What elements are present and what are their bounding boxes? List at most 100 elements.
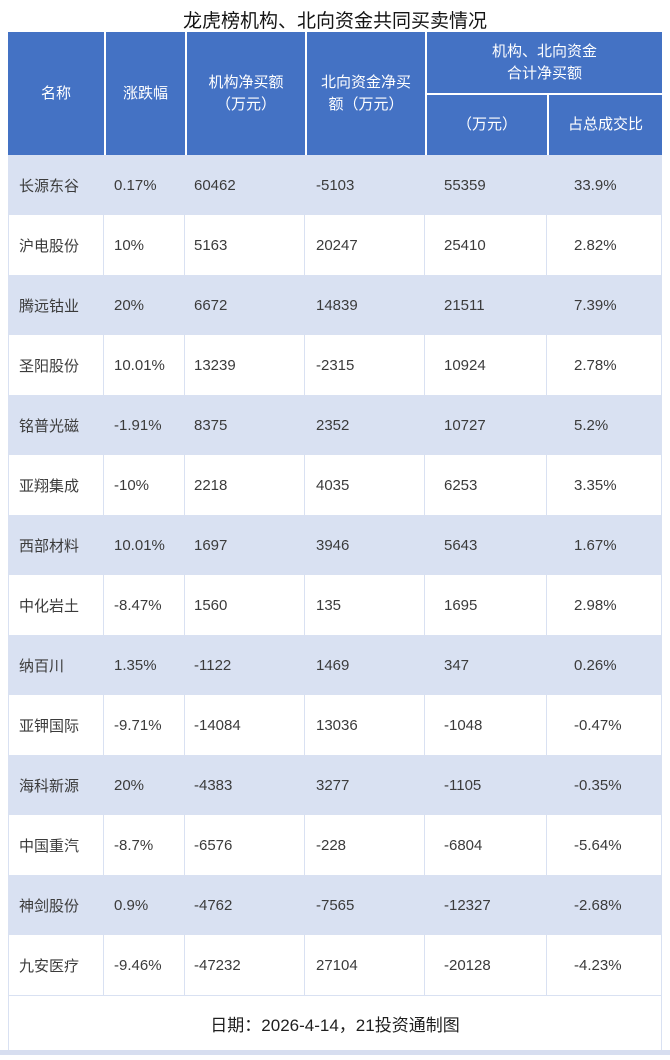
cell-combined-net: -6804	[425, 815, 547, 875]
table-row: 亚翔集成 -10% 2218 4035 6253 3.35%	[8, 455, 662, 515]
table-footer: 日期：2026-4-14，21投资通制图	[8, 995, 662, 1050]
cell-turnover-pct: 1.67%	[547, 515, 662, 575]
table-header: 名称 涨跌幅 机构净买额 （万元） 北向资金净买 额（万元） 机构、北向资金 合…	[8, 32, 662, 155]
cell-stock-name: 亚翔集成	[8, 455, 104, 515]
cell-change-pct: -8.7%	[104, 815, 185, 875]
cell-change-pct: -8.47%	[104, 575, 185, 635]
cell-inst-net: 8375	[185, 395, 305, 455]
cell-north-net: 2352	[305, 395, 425, 455]
cell-turnover-pct: -0.35%	[547, 755, 662, 815]
col-header-name: 名称	[8, 32, 104, 155]
cell-combined-net: 25410	[425, 215, 547, 275]
table-row: 西部材料 10.01% 1697 3946 5643 1.67%	[8, 515, 662, 575]
table-row: 亚钾国际 -9.71% -14084 13036 -1048 -0.47%	[8, 695, 662, 755]
cell-stock-name: 九安医疗	[8, 935, 104, 995]
cell-north-net: -5103	[305, 155, 425, 215]
cell-stock-name: 海科新源	[8, 755, 104, 815]
cell-turnover-pct: 0.26%	[547, 635, 662, 695]
cell-combined-net: 55359	[425, 155, 547, 215]
cell-turnover-pct: -4.23%	[547, 935, 662, 995]
bottom-border	[0, 1050, 670, 1055]
cell-stock-name: 西部材料	[8, 515, 104, 575]
cell-inst-net: -1122	[185, 635, 305, 695]
col-header-combined-pct: 占总成交比	[547, 93, 662, 155]
cell-inst-net: 1560	[185, 575, 305, 635]
cell-inst-net: 2218	[185, 455, 305, 515]
cell-combined-net: -1105	[425, 755, 547, 815]
cell-inst-net: -6576	[185, 815, 305, 875]
table-row: 长源东谷 0.17% 60462 -5103 55359 33.9%	[8, 155, 662, 215]
cell-combined-net: 1695	[425, 575, 547, 635]
cell-inst-net: -47232	[185, 935, 305, 995]
col-header-combined-group: 机构、北向资金 合计净买额	[425, 32, 662, 93]
cell-inst-net: 60462	[185, 155, 305, 215]
cell-north-net: 20247	[305, 215, 425, 275]
cell-combined-net: -20128	[425, 935, 547, 995]
cell-north-net: 135	[305, 575, 425, 635]
cell-combined-net: -1048	[425, 695, 547, 755]
table-body: 长源东谷 0.17% 60462 -5103 55359 33.9% 沪电股份 …	[8, 155, 662, 995]
cell-stock-name: 圣阳股份	[8, 335, 104, 395]
cell-change-pct: -9.46%	[104, 935, 185, 995]
cell-turnover-pct: 5.2%	[547, 395, 662, 455]
table-row: 中国重汽 -8.7% -6576 -228 -6804 -5.64%	[8, 815, 662, 875]
cell-inst-net: 13239	[185, 335, 305, 395]
cell-combined-net: 10727	[425, 395, 547, 455]
cell-combined-net: 347	[425, 635, 547, 695]
cell-inst-net: -4383	[185, 755, 305, 815]
table-row: 腾远钴业 20% 6672 14839 21511 7.39%	[8, 275, 662, 335]
cell-change-pct: -1.91%	[104, 395, 185, 455]
cell-north-net: 13036	[305, 695, 425, 755]
cell-change-pct: 20%	[104, 755, 185, 815]
cell-north-net: 4035	[305, 455, 425, 515]
page-title: 龙虎榜机构、北向资金共同买卖情况	[182, 11, 487, 32]
cell-north-net: 27104	[305, 935, 425, 995]
cell-turnover-pct: -0.47%	[547, 695, 662, 755]
cell-change-pct: 10.01%	[104, 335, 185, 395]
cell-combined-net: 6253	[425, 455, 547, 515]
cell-turnover-pct: 2.82%	[547, 215, 662, 275]
cell-change-pct: -10%	[104, 455, 185, 515]
table-row: 神剑股份 0.9% -4762 -7565 -12327 -2.68%	[8, 875, 662, 935]
cell-turnover-pct: 2.78%	[547, 335, 662, 395]
cell-stock-name: 中化岩土	[8, 575, 104, 635]
cell-turnover-pct: -5.64%	[547, 815, 662, 875]
cell-change-pct: -9.71%	[104, 695, 185, 755]
data-table: 名称 涨跌幅 机构净买额 （万元） 北向资金净买 额（万元） 机构、北向资金 合…	[8, 32, 662, 1050]
cell-combined-net: 5643	[425, 515, 547, 575]
table-row: 沪电股份 10% 5163 20247 25410 2.82%	[8, 215, 662, 275]
cell-stock-name: 长源东谷	[8, 155, 104, 215]
cell-north-net: -7565	[305, 875, 425, 935]
cell-change-pct: 10%	[104, 215, 185, 275]
cell-inst-net: 6672	[185, 275, 305, 335]
cell-inst-net: -4762	[185, 875, 305, 935]
cell-turnover-pct: -2.68%	[547, 875, 662, 935]
cell-turnover-pct: 3.35%	[547, 455, 662, 515]
col-header-combined-wan: （万元）	[425, 93, 547, 155]
cell-change-pct: 20%	[104, 275, 185, 335]
cell-north-net: 1469	[305, 635, 425, 695]
table-row: 九安医疗 -9.46% -47232 27104 -20128 -4.23%	[8, 935, 662, 995]
cell-combined-net: 21511	[425, 275, 547, 335]
cell-north-net: 3277	[305, 755, 425, 815]
cell-north-net: 14839	[305, 275, 425, 335]
col-header-change: 涨跌幅	[104, 32, 185, 155]
cell-north-net: -2315	[305, 335, 425, 395]
col-header-north-net: 北向资金净买 额（万元）	[305, 32, 425, 155]
col-header-inst-net: 机构净买额 （万元）	[185, 32, 305, 155]
cell-combined-net: -12327	[425, 875, 547, 935]
cell-inst-net: -14084	[185, 695, 305, 755]
table-row: 铭普光磁 -1.91% 8375 2352 10727 5.2%	[8, 395, 662, 455]
cell-inst-net: 1697	[185, 515, 305, 575]
table-row: 海科新源 20% -4383 3277 -1105 -0.35%	[8, 755, 662, 815]
cell-turnover-pct: 33.9%	[547, 155, 662, 215]
cell-change-pct: 1.35%	[104, 635, 185, 695]
cell-stock-name: 中国重汽	[8, 815, 104, 875]
cell-north-net: -228	[305, 815, 425, 875]
table-row: 纳百川 1.35% -1122 1469 347 0.26%	[8, 635, 662, 695]
cell-stock-name: 腾远钴业	[8, 275, 104, 335]
cell-change-pct: 10.01%	[104, 515, 185, 575]
cell-stock-name: 神剑股份	[8, 875, 104, 935]
cell-combined-net: 10924	[425, 335, 547, 395]
